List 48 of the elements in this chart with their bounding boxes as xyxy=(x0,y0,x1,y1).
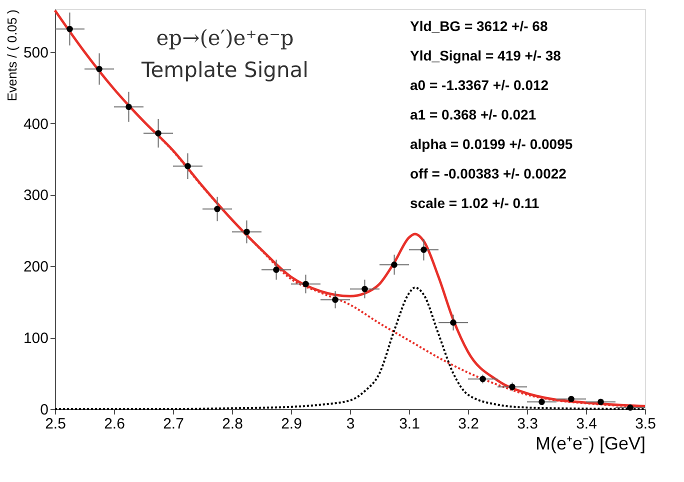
x-tick-label: 3.3 xyxy=(517,416,538,432)
x-tick-label: 3.5 xyxy=(635,416,656,432)
x-axis-title: M(e⁺e⁻) [GeV] xyxy=(535,434,646,454)
y-tick-label: 0 xyxy=(40,402,48,418)
annotation: alpha = 0.0199 +/- 0.0095 xyxy=(410,136,573,152)
annotation: off = -0.00383 +/- 0.0022 xyxy=(410,166,567,182)
point xyxy=(155,130,162,136)
x-tick-label: 2.6 xyxy=(104,416,125,432)
x-tick-label: 2.8 xyxy=(222,416,243,432)
y-tick-label: 500 xyxy=(23,44,48,62)
point xyxy=(244,228,250,236)
y-tick-label: 200 xyxy=(23,258,48,276)
point xyxy=(96,66,102,72)
annotation: a1 = 0.368 +/- 0.021 xyxy=(410,106,536,122)
point xyxy=(302,280,309,288)
annotation: scale = 1.02 +/- 0.11 xyxy=(410,195,540,211)
annotation: ep→(e′)e⁺e⁻p xyxy=(156,26,294,50)
x-tick-label: 3 xyxy=(346,416,355,432)
x-tick-label: 2.5 xyxy=(45,416,66,432)
point xyxy=(480,376,486,382)
point xyxy=(184,162,191,170)
y-tick-label: 300 xyxy=(23,187,48,204)
x-tick-label: 3.2 xyxy=(458,416,479,432)
point xyxy=(598,398,604,406)
annotation: Yld_BG = 3612 +/- 68 xyxy=(410,18,548,34)
point xyxy=(332,296,338,303)
x-tick-label: 2.7 xyxy=(163,416,184,432)
point xyxy=(420,246,427,253)
annotation: a0 = -1.3367 +/- 0.012 xyxy=(410,77,549,93)
point xyxy=(362,286,368,292)
x-tick-label: 3.1 xyxy=(399,416,420,432)
point xyxy=(509,384,516,390)
annotation: Template Signal xyxy=(140,58,309,82)
y-axis-title: Events / ( 0.05 ) xyxy=(4,10,20,102)
point xyxy=(214,206,220,212)
point xyxy=(538,398,545,406)
point xyxy=(391,262,398,268)
point xyxy=(450,319,456,326)
y-tick-label: 100 xyxy=(23,330,48,348)
point xyxy=(568,396,574,402)
point xyxy=(126,104,132,110)
x-tick-label: 2.9 xyxy=(281,416,302,432)
y-tick-label: 400 xyxy=(23,116,48,133)
x-tick-label: 3.4 xyxy=(576,416,597,432)
point xyxy=(627,404,634,411)
annotation: Yld_Signal = 419 +/- 38 xyxy=(410,48,562,64)
point xyxy=(66,26,73,32)
point xyxy=(273,266,280,273)
